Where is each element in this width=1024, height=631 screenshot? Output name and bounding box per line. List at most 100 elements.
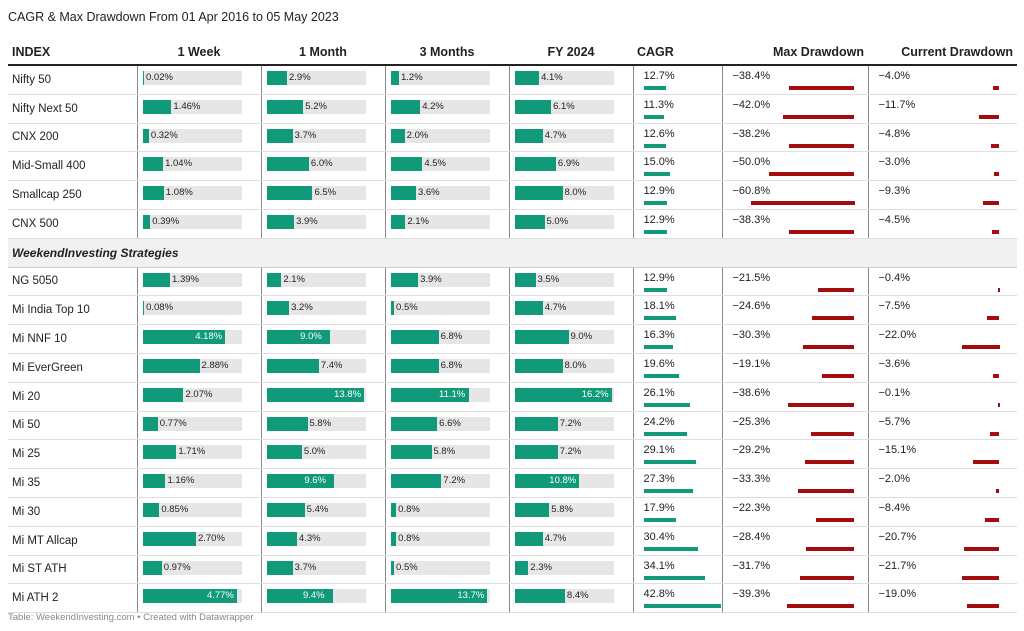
max-drawdown-bar — [789, 143, 855, 148]
section-row: WeekendInvesting Strategies — [8, 238, 1017, 268]
value-bar — [514, 128, 543, 143]
value-bar — [142, 589, 237, 604]
cell-max-drawdown: −22.3% — [721, 497, 868, 527]
value-label: 3.7% — [294, 129, 317, 141]
cell-current-drawdown: −3.0% — [867, 151, 1017, 182]
header-1-week: 1 Week — [137, 40, 261, 66]
cell-current-drawdown: −20.7% — [867, 526, 1017, 556]
value-bar — [142, 387, 184, 402]
current-drawdown-bar — [984, 517, 1000, 522]
cell-fy: 2.3% — [508, 555, 633, 585]
value-bar — [266, 502, 305, 517]
bar-background — [390, 502, 490, 517]
cell-cagr: 26.1% — [632, 382, 722, 412]
bar-background — [142, 301, 242, 316]
row-name: Nifty 50 — [8, 65, 137, 95]
cell-m3: 6.8% — [384, 324, 509, 354]
bar-background — [390, 128, 490, 143]
cell-m3: 11.1% — [384, 382, 509, 412]
max-drawdown-bar — [811, 431, 855, 436]
value-label: 1.71% — [178, 446, 206, 458]
footer-credit: Table: WeekendInvesting.com • Created wi… — [8, 612, 254, 623]
value-bar — [266, 358, 319, 373]
cell-m1: 6.0% — [260, 151, 385, 182]
max-drawdown-bar — [768, 172, 855, 177]
current-drawdown-label: −3.0% — [878, 156, 911, 169]
cell-fy: 4.7% — [508, 295, 633, 326]
cell-current-drawdown: −9.3% — [867, 180, 1017, 210]
value-label: 11.1% — [438, 388, 466, 400]
max-drawdown-label: −25.3% — [732, 415, 771, 428]
current-drawdown-label: −0.4% — [878, 271, 911, 284]
max-drawdown-bar — [800, 575, 855, 580]
value-bar — [142, 416, 158, 431]
cell-m3: 4.2% — [384, 94, 509, 124]
cagr-bar — [643, 402, 691, 407]
bar-background — [142, 214, 242, 229]
cell-cagr: 30.4% — [632, 526, 722, 556]
cell-m3: 0.8% — [384, 497, 509, 527]
cell-m1: 2.1% — [260, 267, 385, 297]
cell-cagr: 19.6% — [632, 353, 722, 383]
value-label: 5.4% — [306, 503, 329, 515]
cell-m3: 7.2% — [384, 468, 509, 498]
current-drawdown-bar — [961, 345, 1000, 350]
header-1-month: 1 Month — [261, 40, 385, 66]
current-drawdown-label: −22.0% — [878, 329, 917, 342]
value-bar — [514, 474, 580, 489]
table-row: Mi 50 0.77% 5.8% 6.6% 7.2% 24.2% −25.3% −5.7% — [8, 411, 1017, 441]
max-drawdown-bar — [788, 229, 855, 234]
bar-background — [142, 502, 242, 517]
value-bar — [142, 358, 200, 373]
table-row: Mi NNF 10 4.18% 9.0% 6.8% 9.0% 16.3% −30.3% −22… — [8, 324, 1017, 354]
value-bar — [514, 531, 543, 546]
cell-w1: 1.08% — [136, 180, 261, 210]
value-label: 2.3% — [530, 561, 552, 573]
value-bar — [514, 330, 569, 345]
current-drawdown-label: −20.7% — [878, 530, 917, 543]
row-name: Mi NNF 10 — [8, 324, 137, 354]
max-drawdown-label: −33.3% — [732, 473, 771, 486]
max-drawdown-bar — [750, 201, 855, 206]
value-bar — [266, 589, 333, 604]
cell-fy: 8.0% — [508, 180, 633, 210]
cell-max-drawdown: −50.0% — [721, 151, 868, 182]
current-drawdown-label: −11.7% — [878, 98, 916, 111]
value-bar — [142, 272, 171, 287]
max-drawdown-bar — [782, 114, 855, 119]
value-bar — [390, 157, 423, 172]
value-label: 9.0% — [570, 331, 593, 343]
value-label: 0.39% — [152, 215, 180, 227]
max-drawdown-label: −38.3% — [732, 213, 771, 226]
cagr-label: 24.2% — [643, 415, 675, 428]
cell-max-drawdown: −21.5% — [721, 267, 868, 297]
value-label: 7.2% — [443, 475, 466, 487]
cell-cagr: 15.0% — [632, 151, 722, 182]
value-label: 5.8% — [551, 503, 573, 515]
section-label: WeekendInvesting Strategies — [8, 238, 1017, 268]
current-drawdown-bar — [973, 460, 1000, 465]
value-bar — [390, 589, 488, 604]
cell-cagr: 12.9% — [632, 267, 722, 297]
current-drawdown-label: −9.3% — [878, 185, 911, 198]
bar-background — [390, 560, 490, 575]
cell-cagr: 12.9% — [632, 180, 722, 210]
current-drawdown-label: −7.5% — [878, 300, 911, 313]
value-bar — [390, 560, 395, 575]
cell-cagr: 16.3% — [632, 324, 722, 354]
max-drawdown-label: −31.7% — [732, 559, 771, 572]
value-label: 5.2% — [305, 100, 327, 112]
cell-fy: 9.0% — [508, 324, 633, 354]
value-bar — [266, 272, 282, 287]
row-name: Mi ST ATH — [8, 555, 137, 585]
cell-m1: 4.3% — [260, 526, 385, 556]
cell-max-drawdown: −31.7% — [721, 555, 868, 585]
value-label: 7.2% — [559, 446, 582, 458]
value-bar — [142, 157, 164, 172]
max-drawdown-bar — [804, 460, 855, 465]
bar-background — [142, 474, 242, 489]
cell-current-drawdown: −8.4% — [867, 497, 1017, 527]
value-bar — [266, 128, 293, 143]
max-drawdown-bar — [805, 546, 855, 551]
bar-background — [390, 214, 490, 229]
